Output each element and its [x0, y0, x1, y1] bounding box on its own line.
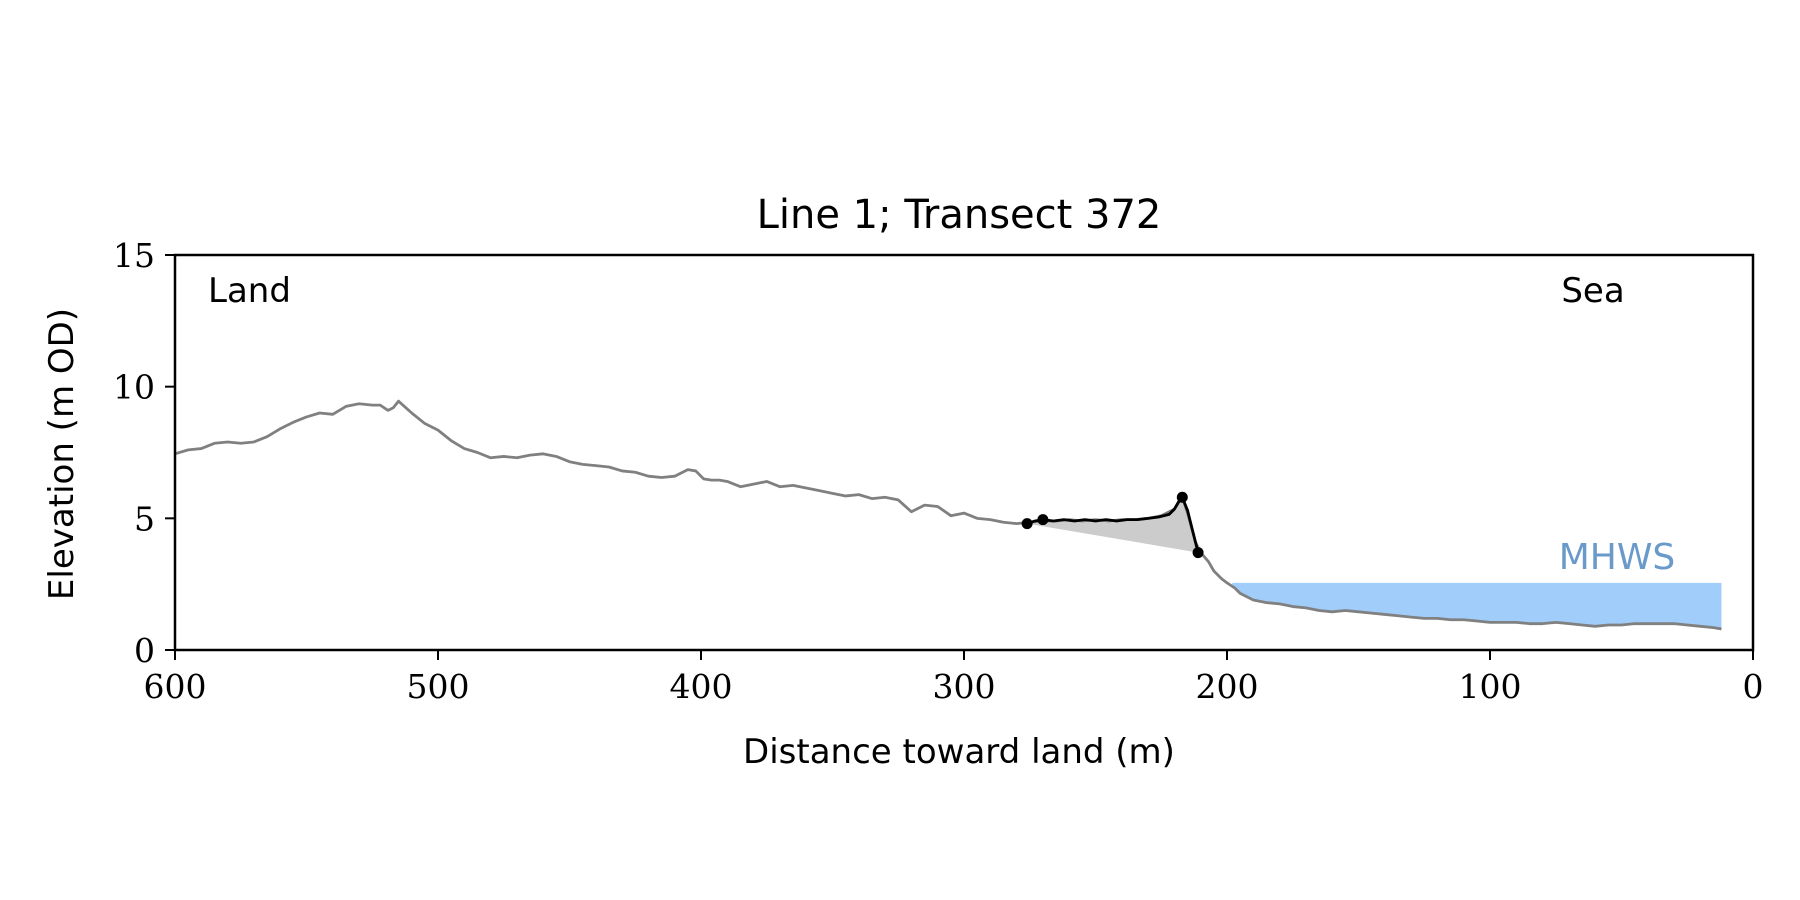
- profile-marker: [1021, 518, 1033, 530]
- x-axis-ticks: 600 500 400 300 200 100 0: [144, 650, 1764, 706]
- profile-marker: [1192, 547, 1204, 559]
- y-tick-label: 10: [113, 368, 155, 407]
- x-tick-label: 300: [933, 667, 996, 706]
- x-tick-label: 600: [144, 667, 207, 706]
- y-axis-ticks: 0 5 10 15: [113, 236, 175, 670]
- x-tick-label: 0: [1743, 667, 1764, 706]
- y-tick-label: 5: [134, 499, 155, 538]
- y-tick-label: 0: [134, 631, 155, 670]
- x-tick-label: 100: [1459, 667, 1522, 706]
- land-annotation: Land: [208, 271, 291, 311]
- elevation-profile-line: [174, 399, 1722, 631]
- mhws-annotation: MHWS: [1559, 537, 1676, 578]
- plot-area: [174, 399, 1722, 631]
- x-axis-label: Distance toward land (m): [743, 732, 1175, 772]
- sea-annotation: Sea: [1561, 271, 1624, 311]
- y-tick-label: 15: [113, 236, 155, 275]
- chart-title: Line 1; Transect 372: [757, 192, 1162, 238]
- profile-marker: [1176, 491, 1188, 503]
- mhws-water-fill: [1232, 582, 1722, 629]
- x-tick-label: 400: [670, 667, 733, 706]
- x-tick-label: 500: [407, 667, 470, 706]
- marker-group: [1021, 491, 1204, 559]
- profile-marker: [1037, 514, 1049, 526]
- y-axis-label: Elevation (m OD): [42, 308, 82, 600]
- x-tick-label: 200: [1196, 667, 1259, 706]
- shaded-volume: [1027, 497, 1199, 553]
